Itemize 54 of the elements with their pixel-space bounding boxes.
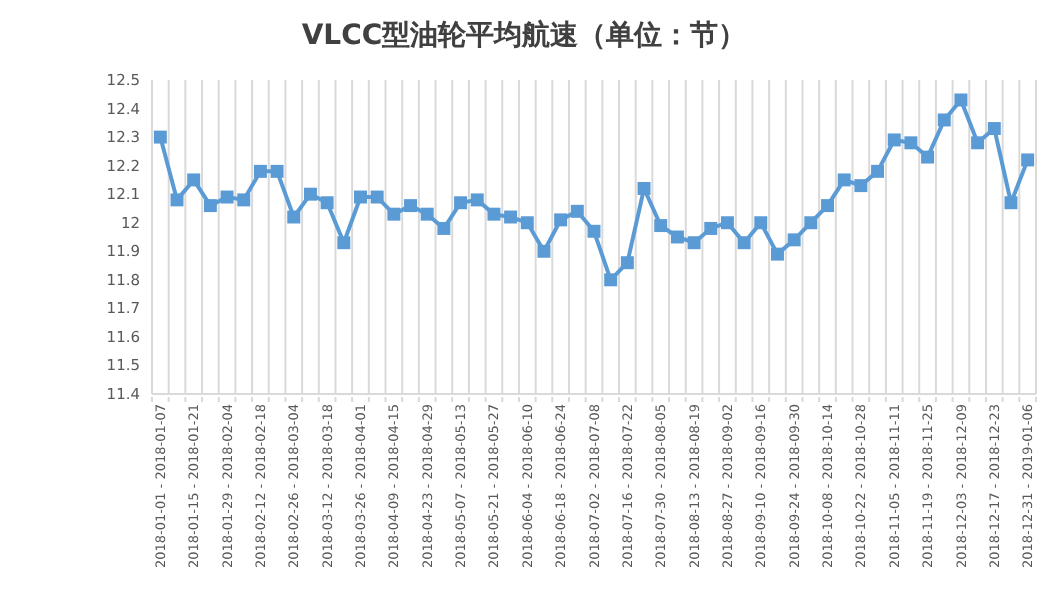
point: [287, 210, 301, 224]
point: [404, 199, 418, 213]
point: [370, 190, 384, 204]
point: [153, 130, 167, 144]
point: [770, 247, 784, 261]
point: [237, 193, 251, 207]
point: [804, 216, 818, 230]
point: [437, 221, 451, 235]
point: [754, 216, 768, 230]
point: [704, 221, 718, 235]
point: [821, 199, 834, 213]
point: [720, 216, 734, 230]
point: [187, 173, 201, 187]
point: [837, 173, 851, 187]
point: [1004, 196, 1018, 210]
point: [971, 136, 985, 150]
point: [253, 164, 267, 178]
point: [504, 210, 518, 224]
point: [687, 236, 701, 250]
point: [520, 216, 534, 230]
point: [787, 233, 801, 247]
point: [337, 236, 351, 250]
point: [554, 213, 568, 227]
point: [871, 164, 885, 178]
point: [487, 207, 501, 221]
point: [420, 207, 434, 221]
point: [354, 190, 367, 204]
point: [887, 133, 901, 147]
point: [587, 224, 601, 238]
point: [203, 199, 217, 213]
point: [670, 230, 684, 244]
point: [270, 164, 284, 178]
point: [637, 181, 651, 195]
point: [170, 193, 184, 207]
point: [604, 273, 618, 287]
point: [320, 196, 334, 210]
point: [854, 179, 868, 193]
point: [537, 244, 551, 258]
point: [921, 150, 935, 164]
point: [737, 236, 751, 250]
point: [954, 93, 968, 107]
point: [470, 193, 484, 207]
point: [570, 204, 584, 218]
point: [387, 207, 401, 221]
point: [904, 136, 918, 150]
point: [987, 122, 1001, 136]
point: [1021, 153, 1035, 167]
point: [937, 113, 951, 127]
point: [454, 196, 468, 210]
point: [303, 187, 317, 201]
chart-title: VLCC型油轮平均航速（单位：节）: [301, 18, 747, 52]
point: [220, 190, 234, 204]
point: [654, 219, 668, 233]
point: [620, 256, 634, 270]
